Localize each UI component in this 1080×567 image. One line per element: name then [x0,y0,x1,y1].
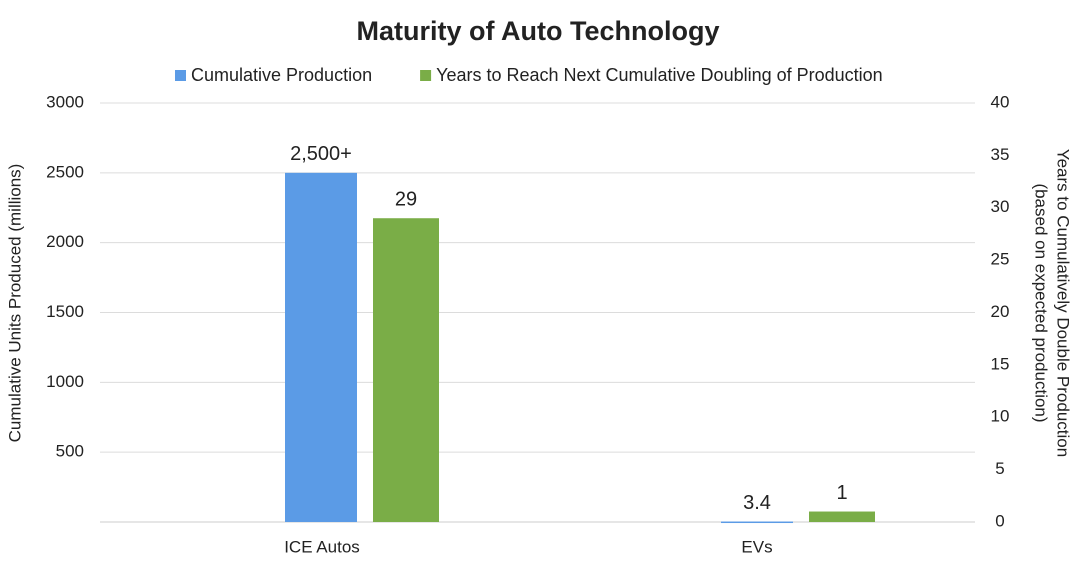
data-label: 3.4 [743,492,771,514]
y2-tick-label: 15 [991,354,1010,373]
y2-tick-label: 0 [995,511,1004,530]
y2-axis-label: (based on expected production) [1032,183,1051,422]
bar [721,521,793,524]
y2-tick-label: 5 [995,459,1004,478]
y2-tick-label: 30 [991,197,1010,216]
y2-tick-label: 35 [991,145,1010,164]
y-tick-label: 1000 [46,372,84,391]
x-tick-label: EVs [741,537,772,556]
y2-tick-label: 20 [991,302,1010,321]
bar [809,511,875,522]
bar [373,218,439,522]
bar [285,172,357,523]
y2-tick-label: 25 [991,250,1010,269]
data-label: 2,500+ [290,143,352,165]
y2-tick-label: 10 [991,407,1010,426]
y-axis-label: Cumulative Units Produced (millions) [5,164,24,443]
y2-tick-label: 40 [991,92,1010,111]
y-tick-label: 2000 [46,232,84,251]
y2-axis-label: Years to Cumulatively Double Production [1054,149,1073,457]
x-tick-label: ICE Autos [284,537,360,556]
y-tick-label: 3000 [46,92,84,111]
y-tick-label: 500 [56,442,84,461]
chart-title: Maturity of Auto Technology [357,16,720,46]
legend-label: Years to Reach Next Cumulative Doubling … [436,65,883,85]
data-label: 29 [395,189,417,211]
legend-swatch [420,70,432,81]
data-label: 1 [836,482,847,504]
y-tick-label: 1500 [46,302,84,321]
legend-swatch [175,70,186,81]
legend-label: Cumulative Production [191,65,372,85]
y-tick-label: 2500 [46,162,84,181]
